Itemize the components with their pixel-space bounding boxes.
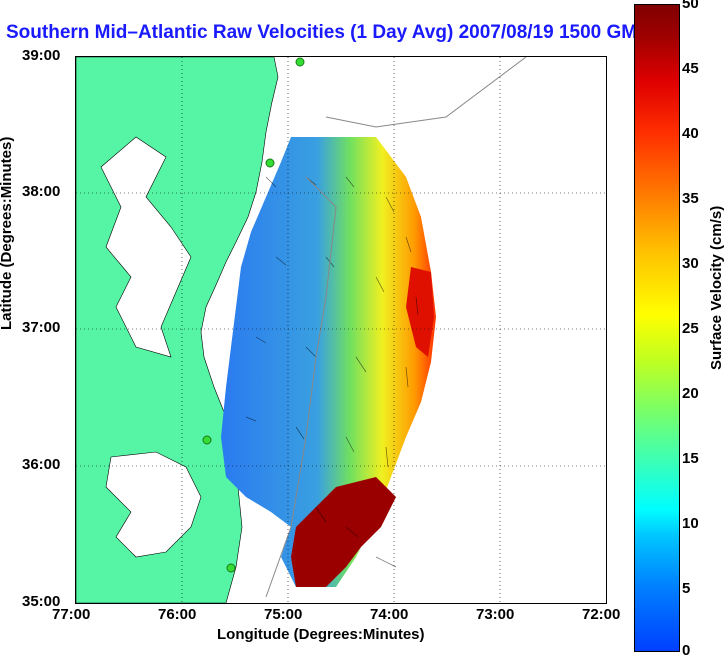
radar-sites (202, 57, 305, 573)
colorbar-tick-15: 15 (682, 450, 699, 467)
x-tick-72: 72:00 (582, 606, 621, 623)
colorbar-tick-40: 40 (682, 125, 699, 142)
colorbar-tick-20: 20 (682, 385, 699, 402)
colorbar-label: Surface Velocity (cm/s) (708, 205, 724, 370)
x-tick-73: 73:00 (476, 606, 515, 623)
colorbar-tick-5: 5 (682, 580, 691, 597)
hot-spot (406, 267, 434, 357)
sounds-water (105, 451, 202, 558)
chesapeake-bay (100, 136, 192, 358)
y-tick-35: 35:00 (22, 593, 61, 610)
colorbar-tick-50: 50 (682, 0, 699, 12)
x-tick-75: 75:00 (264, 606, 303, 623)
colorbar-tick-35: 35 (682, 190, 699, 207)
y-tick-39: 39:00 (22, 47, 61, 64)
y-tick-38: 38:00 (22, 183, 61, 200)
grid (76, 57, 606, 603)
map-canvas (76, 57, 606, 603)
x-tick-76: 76:00 (158, 606, 197, 623)
strong-current (291, 477, 396, 587)
velocity-map (75, 56, 607, 604)
x-tick-77: 77:00 (52, 606, 91, 623)
colorbar (634, 4, 680, 652)
x-axis-label: Longitude (Degrees:Minutes) (217, 626, 425, 643)
colorbar-tick-30: 30 (682, 255, 699, 272)
y-tick-36: 36:00 (22, 456, 61, 473)
colorbar-tick-10: 10 (682, 515, 699, 532)
y-axis-label: Latitude (Degrees:Minutes) (0, 136, 15, 330)
velocity-arrows (245, 176, 419, 568)
velocity-field (221, 137, 436, 587)
y-tick-37: 37:00 (22, 319, 61, 336)
map-title: Southern Mid–Atlantic Raw Velocities (1 … (6, 22, 649, 43)
colorbar-tick-25: 25 (682, 320, 699, 337)
bathymetry-contour (265, 57, 527, 598)
colorbar-tick-45: 45 (682, 60, 699, 77)
x-tick-74: 74:00 (370, 606, 409, 623)
colorbar-tick-0: 0 (682, 642, 691, 659)
